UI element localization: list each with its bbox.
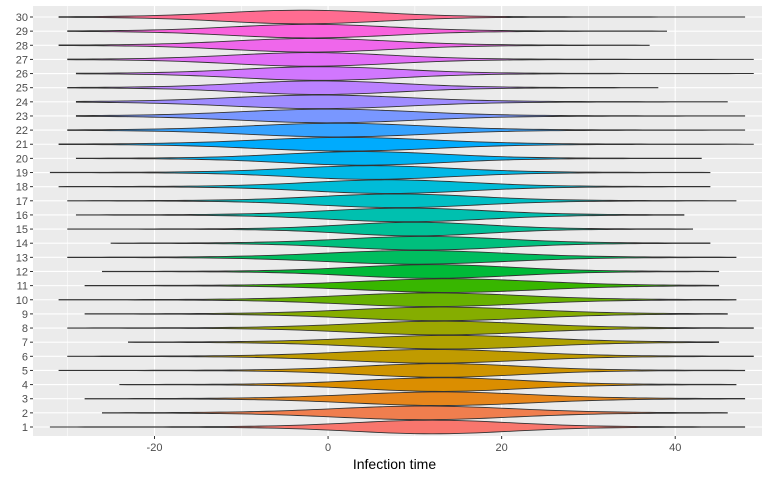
- y-tick-label: 30: [16, 12, 28, 24]
- y-tick-label: 23: [16, 111, 28, 123]
- violin-23: [75, 108, 746, 124]
- y-tick-label: 5: [22, 365, 28, 377]
- violin-11: [84, 278, 720, 293]
- y-tick-label: 2: [22, 408, 28, 420]
- y-tick-label: 27: [16, 54, 28, 66]
- y-tick-label: 4: [22, 380, 28, 392]
- violin-30: [58, 9, 746, 25]
- y-tick-label: 20: [16, 153, 28, 165]
- y-tick-label: 7: [22, 337, 28, 349]
- y-tick-label: 28: [16, 40, 28, 52]
- x-axis: -20 0 20 40: [147, 436, 681, 454]
- violin-28: [58, 38, 650, 53]
- violin-6: [67, 349, 754, 364]
- y-tick-label: 8: [22, 323, 28, 335]
- violin-10: [58, 292, 737, 308]
- y-tick-label: 24: [16, 97, 28, 109]
- violin-22: [67, 122, 746, 138]
- y-tick-label: 9: [22, 309, 28, 321]
- x-tick-label: 40: [669, 442, 681, 454]
- y-tick-label: 6: [22, 351, 28, 363]
- y-tick-label: 15: [16, 224, 28, 236]
- violin-19: [49, 165, 711, 180]
- y-tick-label: 14: [16, 238, 28, 250]
- y-tick-label: 22: [16, 125, 28, 137]
- violin-3: [84, 391, 746, 406]
- violin-18: [58, 179, 711, 194]
- y-tick-label: 26: [16, 69, 28, 81]
- x-tick-label: 20: [496, 442, 508, 454]
- violin-24: [75, 94, 728, 110]
- y-tick-label: 16: [16, 210, 28, 222]
- violin-8: [67, 320, 754, 336]
- y-tick-label: 11: [17, 281, 28, 293]
- violin-21: [58, 136, 754, 152]
- violin-2: [101, 405, 728, 421]
- violin-7: [128, 334, 720, 350]
- y-tick-label: 18: [16, 182, 28, 194]
- y-tick-label: 3: [22, 394, 28, 406]
- violins: [49, 9, 754, 435]
- y-tick-label: 21: [16, 139, 28, 151]
- x-axis-title: Infection time: [353, 456, 436, 472]
- violin-9: [84, 306, 728, 322]
- violin-13: [67, 250, 737, 265]
- violin-4: [119, 377, 737, 392]
- y-tick-label: 13: [16, 252, 28, 264]
- y-tick-label: 1: [22, 422, 28, 434]
- violin-16: [75, 207, 685, 223]
- violin-12: [101, 264, 720, 279]
- y-tick-label: 12: [16, 266, 28, 278]
- y-axis: 1234567891011121314151617181920212223242…: [16, 12, 33, 434]
- y-tick-label: 10: [16, 295, 28, 307]
- violin-14: [110, 235, 711, 251]
- y-tick-label: 17: [16, 196, 28, 208]
- y-tick-label: 19: [16, 168, 28, 180]
- violin-5: [58, 363, 746, 378]
- violin-20: [75, 151, 702, 166]
- violin-17: [67, 193, 737, 209]
- violin-1: [49, 419, 746, 435]
- y-tick-label: 25: [16, 83, 28, 95]
- y-tick-label: 29: [16, 26, 28, 38]
- x-tick-label: -20: [147, 442, 163, 454]
- violin-29: [67, 23, 667, 39]
- violin-15: [67, 221, 694, 237]
- violin-25: [67, 80, 659, 95]
- violin-27: [67, 52, 754, 67]
- violin-26: [75, 66, 754, 81]
- x-tick-label: 0: [325, 442, 331, 454]
